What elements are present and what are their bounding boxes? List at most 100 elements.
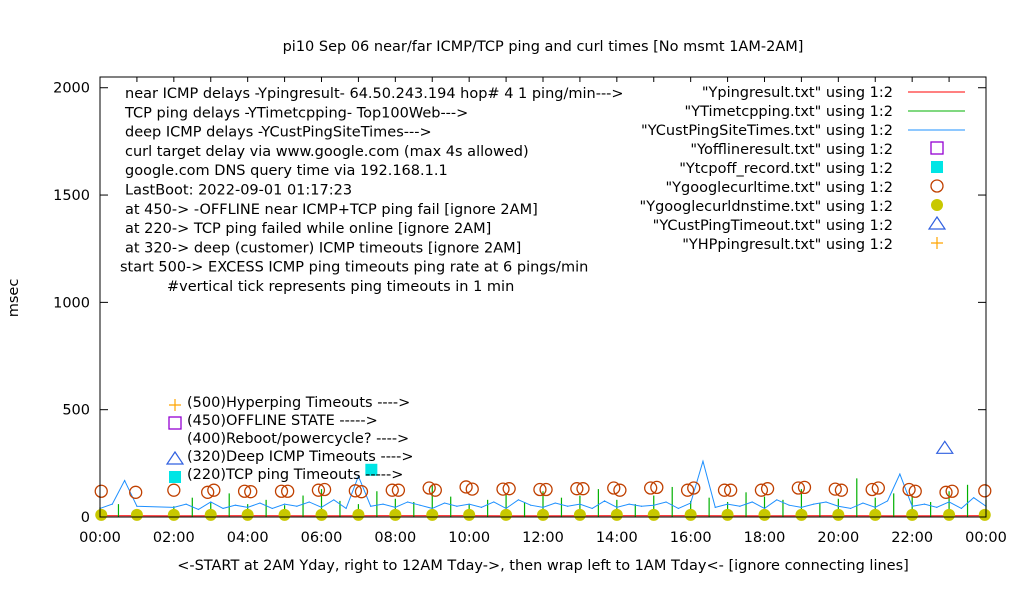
data-point <box>357 475 360 477</box>
legend-entry-label: "YCustPingSiteTimes.txt" using 1:2 <box>641 123 893 139</box>
legend-marker-open-circle <box>930 179 944 193</box>
marker-open-circle <box>945 484 959 498</box>
marker-filled-circle <box>978 508 991 521</box>
marker-open-triangle <box>935 440 954 454</box>
data-point <box>345 507 347 510</box>
data-point <box>948 501 950 503</box>
marker-filled-circle <box>426 508 439 521</box>
note-line: at 320-> deep (customer) ICMP timeouts [… <box>125 240 521 256</box>
marker-open-circle <box>871 481 885 495</box>
marker-open-circle <box>317 482 332 497</box>
marker-open-circle <box>607 481 621 495</box>
data-point <box>234 504 236 506</box>
legend-entry-label: "Yofflineresult.txt" using 1:2 <box>690 142 893 158</box>
marker-filled-circle <box>167 508 180 521</box>
y-tick-label: 500 <box>62 403 90 419</box>
data-point <box>382 503 384 505</box>
data-point <box>308 501 310 503</box>
marker-filled-circle <box>795 508 808 521</box>
x-tick-label: 16:00 <box>670 530 712 546</box>
data-point <box>111 503 113 505</box>
data-point <box>271 507 273 510</box>
marker-open-circle <box>797 480 812 495</box>
marker-key-filled-square <box>169 471 181 483</box>
marker-key-label: (320)Deep ICMP Timeouts ----> <box>187 449 414 465</box>
marker-filled-circle <box>389 508 402 521</box>
x-tick-label: 20:00 <box>817 530 859 546</box>
data-point <box>567 505 569 507</box>
y-axis-label: msec <box>6 279 22 318</box>
data-point <box>899 473 901 475</box>
chart-title: pi10 Sep 06 near/far ICMP/TCP ping and c… <box>283 39 804 55</box>
data-point <box>874 506 876 508</box>
data-point <box>923 503 926 505</box>
data-point <box>124 479 126 482</box>
marker-key-open-triangle <box>165 450 185 465</box>
marker-filled-circle <box>278 508 291 521</box>
x-axis-label: <-START at 2AM Yday, right to 12AM Tday-… <box>177 558 909 574</box>
marker-filled-circle <box>352 508 365 521</box>
marker-key-label: (220)TCP ping Timeouts -----> <box>187 467 403 483</box>
data-point <box>690 502 692 504</box>
x-tick-label: 00:00 <box>79 530 121 546</box>
marker-open-circle <box>465 482 479 496</box>
marker-filled-circle <box>684 508 697 521</box>
data-point <box>702 460 704 462</box>
marker-open-circle <box>865 482 879 497</box>
y-tick-label: 0 <box>81 510 90 526</box>
legend-entry-label: "Ypingresult.txt" using 1:2 <box>702 85 893 101</box>
marker-filled-square <box>365 463 378 476</box>
marker-key: (500)Hyperping Timeouts ----> (450)OFFLIN… <box>165 395 414 483</box>
marker-open-circle <box>459 480 473 494</box>
note-line: near ICMP delays -Ypingresult- 64.50.243… <box>125 86 624 102</box>
marker-open-circle <box>354 485 369 499</box>
marker-open-circle <box>348 484 362 498</box>
data-point <box>222 507 224 510</box>
data-point <box>296 505 298 507</box>
data-point <box>468 503 470 505</box>
data-point <box>517 499 519 501</box>
marker-filled-circle <box>537 508 549 521</box>
data-point <box>333 499 335 501</box>
marker-open-circle <box>613 483 627 497</box>
data-point <box>628 503 630 505</box>
marker-filled-circle <box>906 508 919 521</box>
data-point <box>247 506 249 508</box>
legend-entry-label: "YHPpingresult.txt" using 1:2 <box>682 237 893 253</box>
marker-key-label: (450)OFFLINE STATE -----> <box>187 413 378 429</box>
marker-key-label: (500)Hyperping Timeouts ----> <box>187 395 410 411</box>
marker-open-circle <box>496 482 510 496</box>
marker-open-circle <box>687 481 701 495</box>
data-point <box>973 497 975 499</box>
note-line: deep ICMP delays -YCustPingSiteTimes---> <box>125 125 432 141</box>
marker-filled-circle <box>204 508 217 521</box>
x-tick-label: 02:00 <box>153 530 195 546</box>
marker-open-circle <box>570 482 584 496</box>
marker-open-circle <box>760 482 775 496</box>
marker-filled-circle <box>130 508 143 521</box>
notes-block: near ICMP delays -Ypingresult- 64.50.243… <box>120 86 624 295</box>
data-point <box>210 501 212 503</box>
data-point <box>726 503 729 505</box>
x-tick-label: 12:00 <box>522 530 564 546</box>
note-line: at 450-> -OFFLINE near ICMP+TCP ping fai… <box>125 202 538 218</box>
legend-marker-open-triangle <box>927 215 947 230</box>
data-point <box>960 507 962 510</box>
marker-open-circle <box>902 482 916 497</box>
x-tick-label: 10:00 <box>448 530 490 546</box>
data-point <box>197 508 200 511</box>
data-point <box>763 507 766 510</box>
legend-entry-label: "YCustPingTimeout.txt" using 1:2 <box>653 218 893 234</box>
marker-open-circle <box>274 484 289 498</box>
marker-open-circle <box>502 482 516 496</box>
marker-open-circle <box>908 484 922 498</box>
legend-marker-filled-square <box>931 161 943 173</box>
marker-filled-circle <box>832 508 845 521</box>
note-line: start 500-> EXCESS ICMP ping timeouts pi… <box>120 260 588 276</box>
marker-open-circle <box>650 480 664 495</box>
plot-frame <box>99 76 987 518</box>
marker-filled-circle <box>758 508 771 521</box>
data-point <box>739 505 741 507</box>
legend-marker-filled-circle <box>931 199 943 211</box>
data-point <box>640 505 643 507</box>
